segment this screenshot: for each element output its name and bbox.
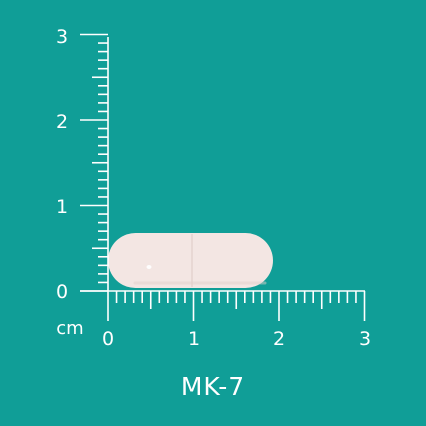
y-tick-label: 1 bbox=[56, 196, 68, 218]
ruler-ticks bbox=[80, 33, 366, 321]
capsule-image bbox=[108, 233, 273, 288]
x-tick-label: 2 bbox=[273, 328, 285, 350]
y-tick-label: 2 bbox=[56, 111, 68, 133]
y-tick-label: 0 bbox=[56, 281, 68, 303]
capsule-body bbox=[108, 233, 273, 288]
product-name: MK-7 bbox=[181, 372, 245, 401]
x-tick-label: 0 bbox=[102, 328, 114, 350]
capsule-highlight bbox=[146, 265, 152, 269]
y-tick-label: 3 bbox=[56, 26, 68, 48]
x-tick-label: 1 bbox=[188, 328, 200, 350]
ruler-unit-label: cm bbox=[56, 318, 83, 339]
ruler: 3 2 1 0 0 1 2 3 cm bbox=[56, 26, 371, 350]
x-tick-label: 3 bbox=[359, 328, 371, 350]
